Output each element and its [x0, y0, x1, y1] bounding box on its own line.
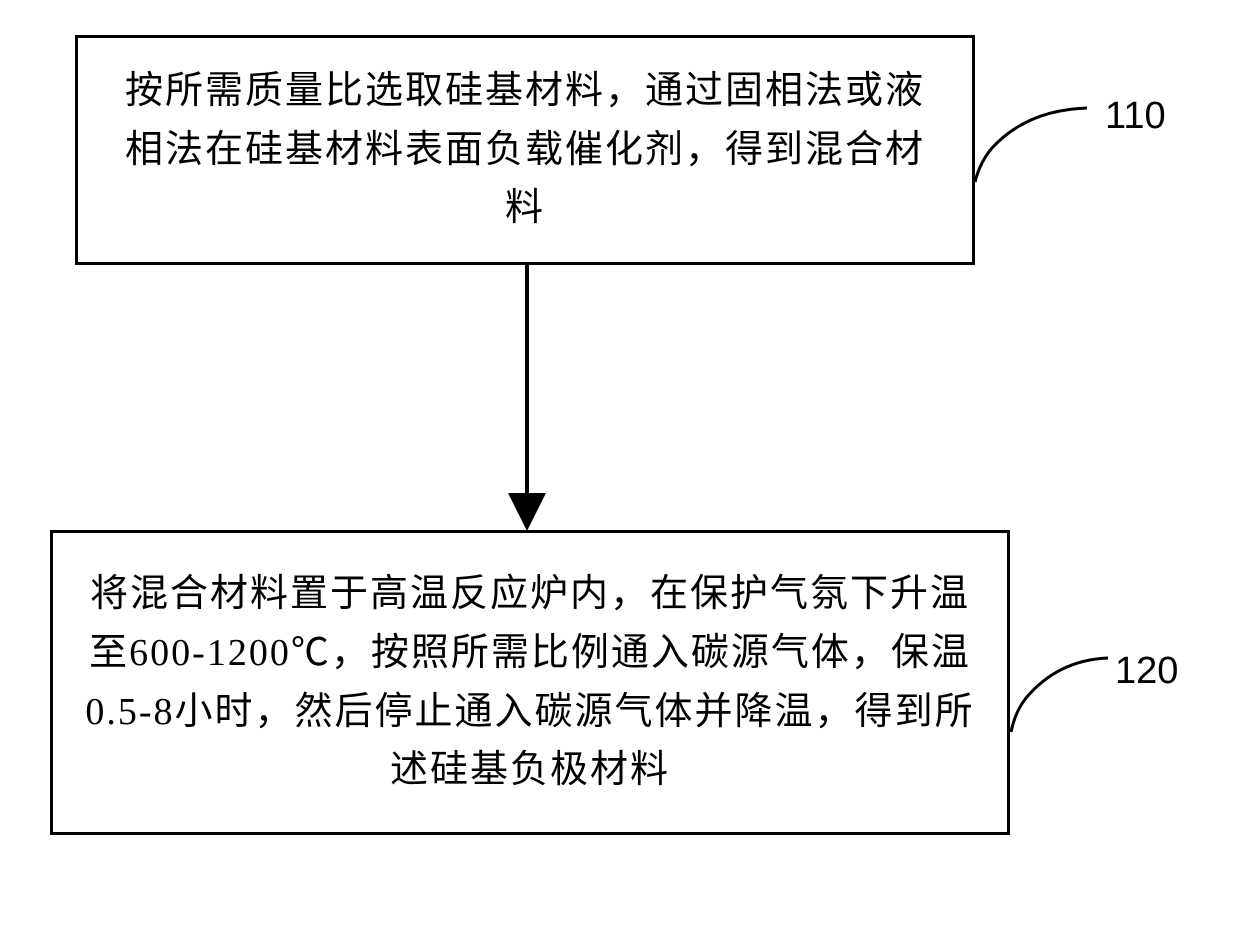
- step-label-2: 120: [1115, 650, 1178, 693]
- flowchart-container: 按所需质量比选取硅基材料，通过固相法或液相法在硅基材料表面负载催化剂，得到混合材…: [0, 0, 1240, 952]
- arrow-head-icon: [508, 493, 546, 531]
- flow-step-1-text: 按所需质量比选取硅基材料，通过固相法或液相法在硅基材料表面负载催化剂，得到混合材…: [108, 62, 942, 239]
- connector-1: [972, 100, 1107, 190]
- arrow-line: [525, 265, 529, 500]
- flow-step-2: 将混合材料置于高温反应炉内，在保护气氛下升温至600-1200℃，按照所需比例通…: [50, 530, 1010, 835]
- flow-arrow: [508, 265, 548, 530]
- flow-step-2-text: 将混合材料置于高温反应炉内，在保护气氛下升温至600-1200℃，按照所需比例通…: [83, 565, 977, 801]
- connector-2: [1008, 650, 1118, 740]
- flow-step-1: 按所需质量比选取硅基材料，通过固相法或液相法在硅基材料表面负载催化剂，得到混合材…: [75, 35, 975, 265]
- step-label-1: 110: [1105, 95, 1166, 138]
